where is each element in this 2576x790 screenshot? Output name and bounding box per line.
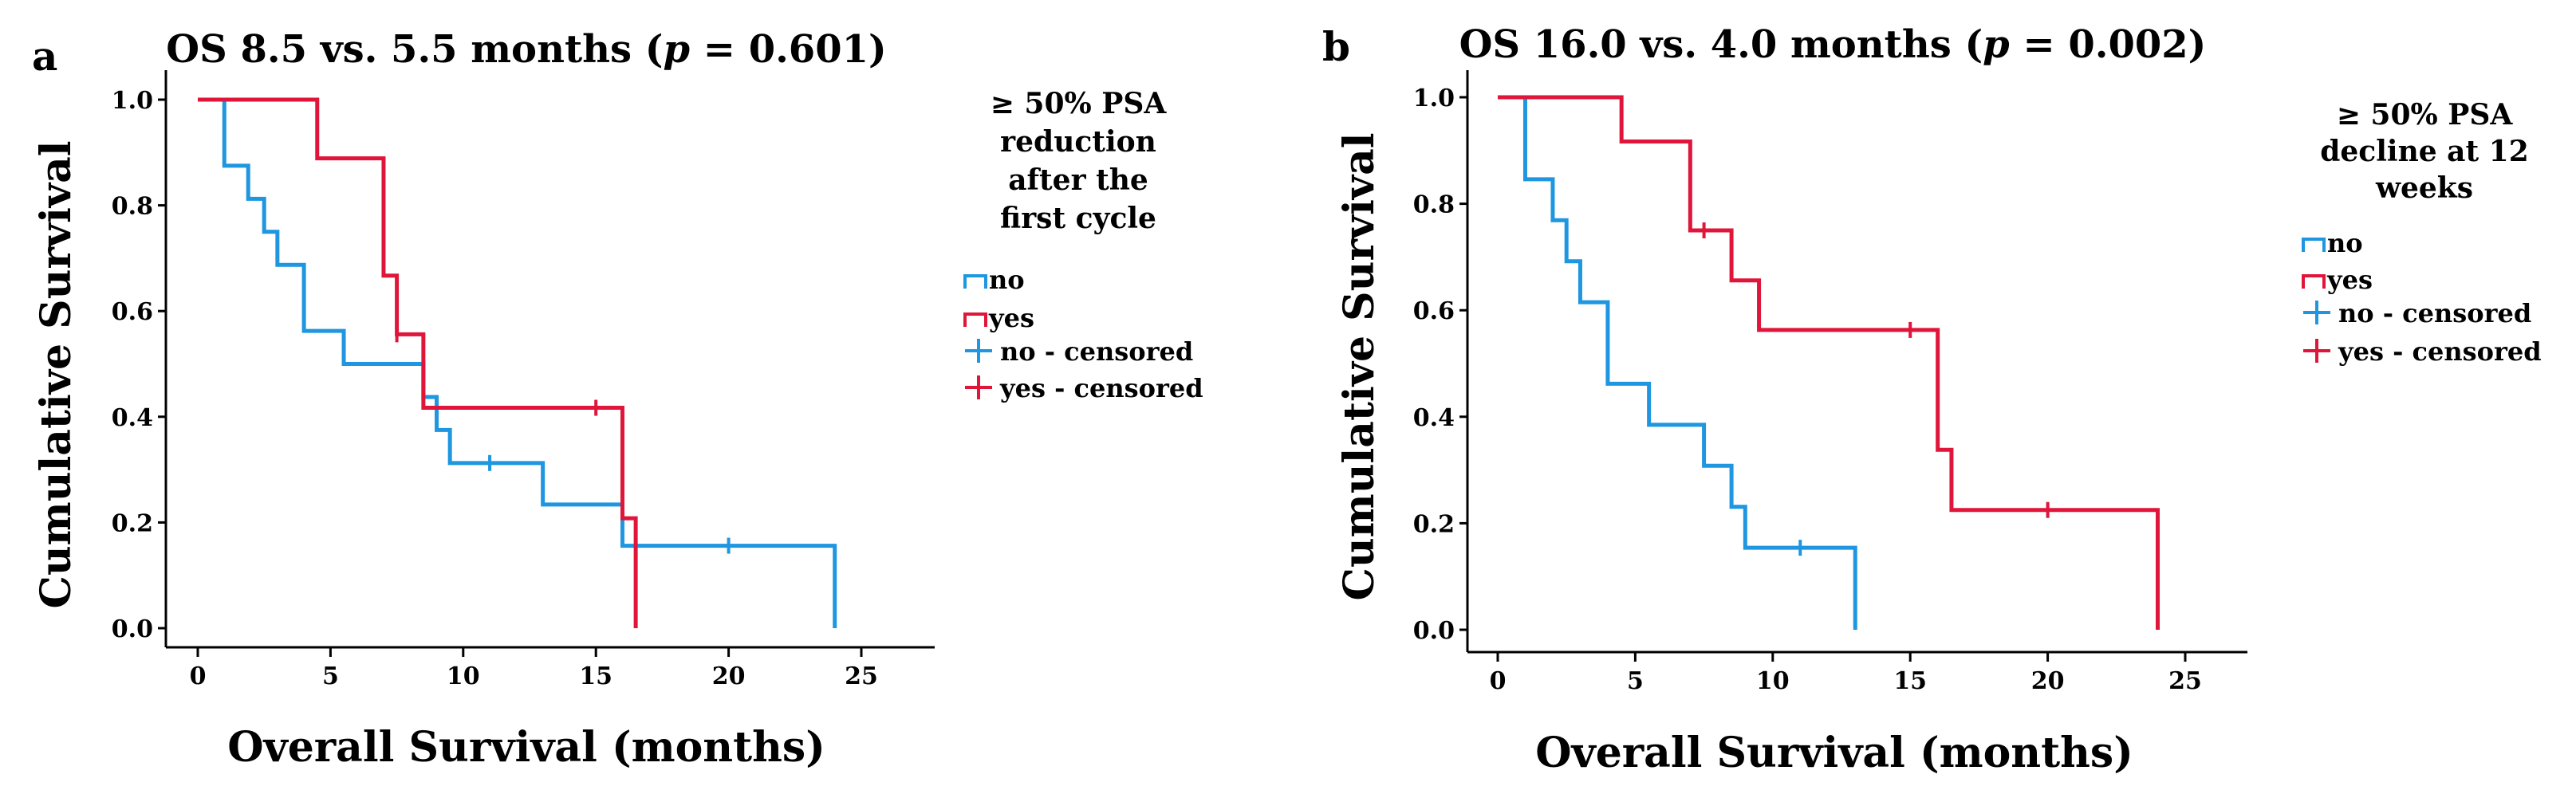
legend-label-yes: yes (2326, 265, 2373, 295)
legend-title-line: after the (1008, 163, 1148, 197)
x-tick-label: 10 (447, 662, 480, 690)
x-tick-label: 20 (2031, 667, 2065, 695)
y-tick-label: 0.8 (1413, 191, 1455, 219)
y-tick-label: 1.0 (112, 87, 153, 115)
y-tick-label: 0.0 (1413, 617, 1455, 645)
legend-label-no: no (2327, 228, 2363, 258)
legend-title-line: reduction (1000, 125, 1156, 159)
legend-label-yes-censored: yes - censored (2338, 336, 2542, 367)
y-axis-label: Cumulative Survival (1335, 132, 1384, 600)
y-tick-label: 0.8 (112, 193, 153, 221)
y-tick-label: 0.6 (112, 298, 153, 326)
x-tick-label: 0 (1490, 667, 1507, 695)
x-tick-label: 5 (322, 662, 339, 690)
legend-title-line: first cycle (1000, 202, 1156, 235)
y-tick-label: 0.4 (1413, 404, 1455, 432)
panel-label: b (1322, 23, 1350, 70)
y-tick-label: 0.4 (112, 404, 153, 432)
legend-swatch-no-censored (2303, 301, 2330, 324)
x-axis-label: Overall Survival (months) (1535, 729, 2133, 777)
legend-label-no-censored: no - censored (2338, 298, 2531, 328)
y-axis-ticks (1459, 96, 1467, 631)
chart-title: OS 8.5 vs. 5.5 months (p = 0.601) (166, 27, 886, 72)
legend-label-yes-censored: yes - censored (999, 373, 1203, 403)
y-axis-label: Cumulative Survival (32, 140, 81, 608)
y-tick-label: 0.2 (112, 509, 153, 537)
legend-title-line: weeks (2375, 171, 2473, 205)
km-curve-no (1498, 95, 1857, 630)
legend-swatch-no (2302, 238, 2326, 252)
km-curve-no (198, 97, 837, 628)
legend-swatch-yes-censored (965, 375, 992, 399)
x-tick-label: 10 (1756, 667, 1790, 695)
plot-area (198, 97, 837, 628)
y-axis-ticks (158, 98, 166, 630)
legend-label-yes: yes (988, 303, 1034, 333)
x-tick-label: 20 (712, 662, 746, 690)
km-curve-yes (1498, 95, 2160, 630)
x-tick-label: 15 (1893, 667, 1927, 695)
x-tick-label: 0 (190, 662, 207, 690)
panel-b: b OS 16.0 vs. 4.0 months (p = 0.002) 0 5… (1322, 22, 2542, 777)
x-tick-label: 15 (579, 662, 612, 690)
legend-swatch-no (963, 274, 987, 289)
y-tick-label: 0.0 (112, 615, 153, 643)
chart-title: OS 16.0 vs. 4.0 months (p = 0.002) (1459, 22, 2207, 67)
panel-a: a OS 8.5 vs. 5.5 months (p = 0.601) 0 5 … (32, 27, 1203, 772)
legend-swatch-yes-censored (2303, 339, 2330, 363)
x-axis-label: Overall Survival (months) (227, 723, 825, 772)
x-tick-label: 25 (845, 662, 878, 690)
panel-label: a (32, 33, 57, 80)
legend-label-no: no (989, 265, 1025, 295)
x-axis-ticks (1496, 652, 2187, 662)
x-tick-label: 25 (2168, 667, 2202, 695)
x-tick-label: 5 (1627, 667, 1644, 695)
legend-swatch-yes (963, 312, 987, 327)
legend: ≥ 50% PSA decline at 12 weeks no yes no … (2302, 98, 2542, 367)
legend-title-line: ≥ 50% PSA (2337, 98, 2514, 132)
plot-area (1498, 95, 2160, 630)
x-axis-ticks (196, 647, 863, 657)
legend-label-no-censored: no - censored (1000, 336, 1193, 367)
y-tick-label: 1.0 (1413, 85, 1455, 112)
legend-title-line: ≥ 50% PSA (991, 87, 1168, 120)
y-tick-label: 0.6 (1413, 297, 1455, 325)
legend: ≥ 50% PSA reduction after the first cycl… (963, 87, 1203, 403)
legend-swatch-yes (2302, 274, 2326, 289)
y-tick-label: 0.2 (1413, 510, 1455, 538)
legend-swatch-no-censored (965, 339, 992, 363)
legend-title-line: decline at 12 (2320, 135, 2529, 168)
